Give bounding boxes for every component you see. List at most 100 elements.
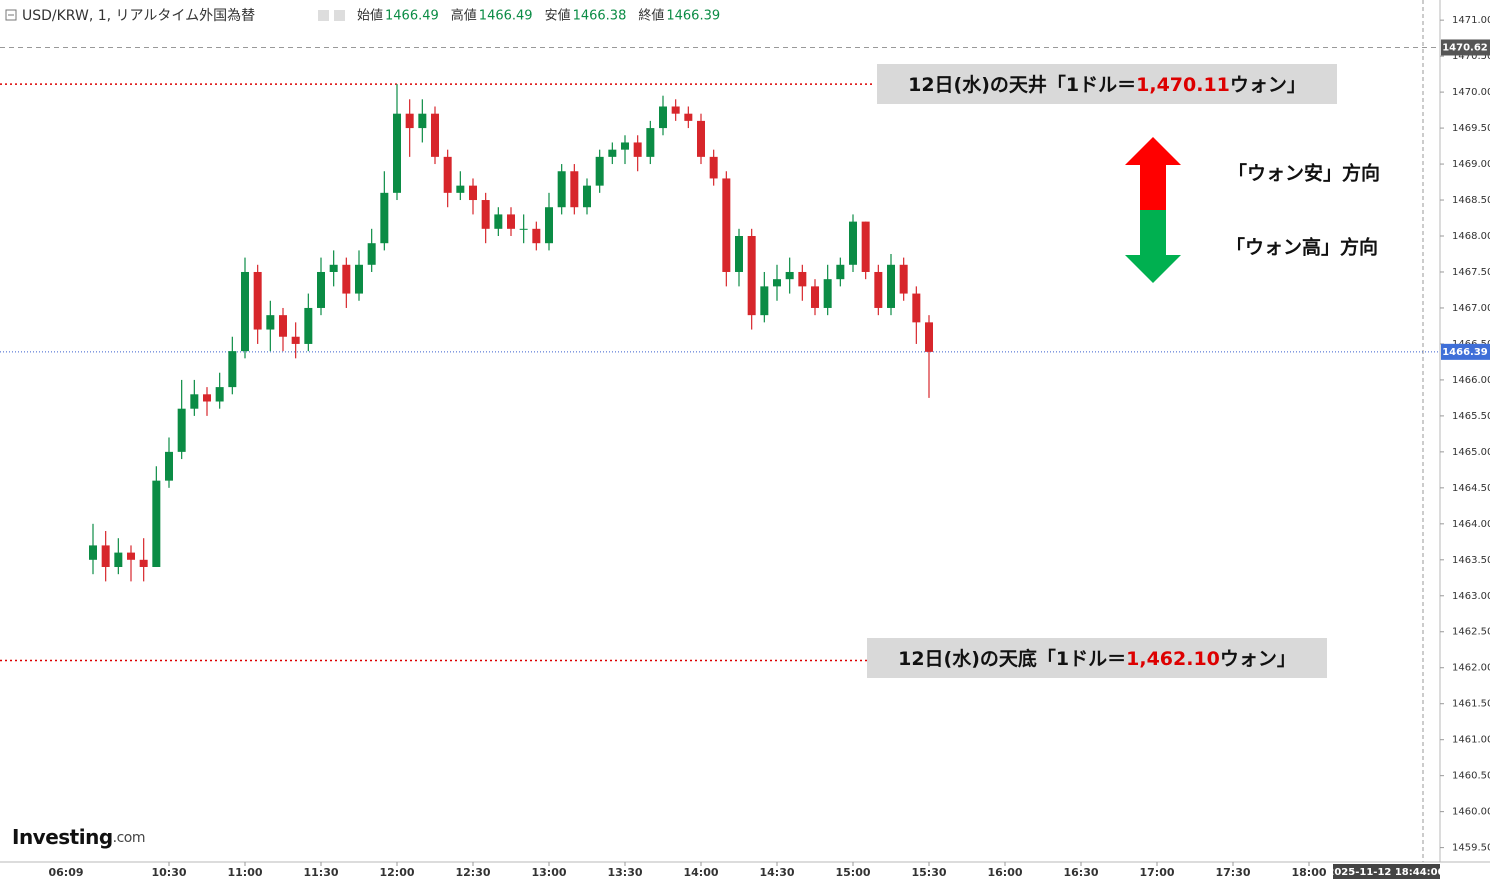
candle-body bbox=[418, 113, 427, 129]
candle-body bbox=[823, 279, 832, 308]
candle-body bbox=[89, 545, 97, 560]
candle-body bbox=[393, 113, 401, 193]
candle-body bbox=[545, 207, 553, 244]
y-tick-label: 1461.50 bbox=[1452, 699, 1490, 710]
annotation: 12日(水)の天底「1ドル＝1,462.10ウォン」 bbox=[898, 647, 1296, 670]
direction-label: 「ウォン安」方向 bbox=[1228, 162, 1380, 185]
y-tick-label: 1463.50 bbox=[1452, 555, 1490, 566]
direction-label: 「ウォン高」方向 bbox=[1226, 236, 1378, 259]
candle-body bbox=[785, 271, 794, 280]
annotation-prefix: 12日(水)の天井「1ドル＝ bbox=[908, 73, 1136, 96]
y-tick-label: 1460.00 bbox=[1452, 807, 1490, 818]
candle-body bbox=[405, 113, 414, 129]
annotation: 12日(水)の天井「1ドル＝1,470.11ウォン」 bbox=[908, 73, 1306, 96]
annotation-suffix: ウォン」 bbox=[1220, 648, 1296, 670]
logo: Investing.com bbox=[12, 825, 145, 849]
candle-body bbox=[177, 408, 186, 452]
candle-body bbox=[127, 552, 135, 560]
y-tick-label: 1470.50 bbox=[1452, 51, 1490, 62]
y-tick-label: 1461.00 bbox=[1452, 735, 1490, 746]
annotation-value: 1,470.11 bbox=[1136, 74, 1230, 96]
candle-body bbox=[684, 113, 693, 121]
annotation-suffix: ウォン」 bbox=[1230, 74, 1306, 96]
y-tick-label: 1465.00 bbox=[1452, 447, 1490, 458]
candle-body bbox=[735, 236, 743, 272]
logo-main: Investing bbox=[12, 825, 113, 849]
collapse-icon[interactable] bbox=[5, 9, 17, 21]
x-tick-label: 12:30 bbox=[455, 866, 490, 879]
ohlc-value: 1466.38 bbox=[573, 9, 627, 24]
candle-body bbox=[709, 156, 718, 179]
candle-body bbox=[811, 286, 819, 308]
timestamp: 2025-11-12 18:44:00 bbox=[1327, 867, 1444, 878]
candle-body bbox=[773, 279, 781, 287]
candle-body bbox=[380, 192, 389, 244]
x-tick-label: 14:00 bbox=[683, 866, 718, 879]
candle-body bbox=[697, 120, 705, 157]
candle-body bbox=[101, 545, 110, 567]
candle-body bbox=[861, 221, 870, 272]
candle-body bbox=[583, 185, 591, 208]
candle-body bbox=[798, 271, 807, 287]
candle-body bbox=[507, 214, 515, 229]
annotation-box bbox=[877, 64, 1337, 104]
candle-body bbox=[925, 322, 933, 352]
ohlc-value: 1466.39 bbox=[666, 9, 720, 24]
ohlc-label: 高値 bbox=[451, 8, 477, 24]
x-tick-label: 15:00 bbox=[835, 866, 870, 879]
candle-body bbox=[279, 315, 287, 337]
candle-body bbox=[253, 271, 262, 330]
annotation-value: 1,462.10 bbox=[1126, 648, 1220, 670]
y-tick-label: 1465.50 bbox=[1452, 411, 1490, 422]
annotation-box bbox=[867, 638, 1327, 678]
candle-body bbox=[241, 271, 249, 352]
candle-body bbox=[747, 236, 756, 316]
candle-body bbox=[874, 271, 883, 308]
candle-body bbox=[899, 264, 908, 294]
down-arrow bbox=[1125, 210, 1181, 283]
candle-body bbox=[481, 200, 490, 229]
y-tick-label: 1466.00 bbox=[1452, 375, 1490, 386]
y-tick-label: 1469.50 bbox=[1452, 123, 1490, 134]
candle-body bbox=[557, 171, 566, 208]
x-tick-label: 13:00 bbox=[531, 866, 566, 879]
candle-body bbox=[215, 387, 224, 402]
x-tick-label: 15:30 bbox=[911, 866, 946, 879]
y-tick-label: 1468.00 bbox=[1452, 231, 1490, 242]
candle-body bbox=[165, 451, 173, 481]
y-tick-label: 1471.00 bbox=[1452, 15, 1490, 26]
x-tick-label: 17:30 bbox=[1215, 866, 1250, 879]
candle-body bbox=[266, 315, 275, 330]
x-tick-label: 17:00 bbox=[1139, 866, 1174, 879]
ohlc-header: 始値 1466.49 高値 1466.49 安値 1466.38 終値 1466.39 bbox=[357, 8, 720, 24]
y-tick-label: 1469.00 bbox=[1452, 159, 1490, 170]
y-tick-label: 1459.50 bbox=[1452, 843, 1490, 854]
candle-body bbox=[722, 178, 731, 272]
y-tick-label: 1467.50 bbox=[1452, 267, 1490, 278]
ohlc-value: 1466.49 bbox=[385, 9, 439, 24]
candle-body bbox=[494, 214, 503, 229]
up-arrow bbox=[1125, 137, 1181, 210]
settings-icon[interactable] bbox=[334, 10, 345, 21]
eye-icon[interactable] bbox=[318, 10, 329, 21]
y-tick-label: 1468.50 bbox=[1452, 195, 1490, 206]
candle-body bbox=[431, 113, 439, 157]
candle-body bbox=[836, 264, 845, 280]
candle-body bbox=[633, 142, 642, 157]
candle-body bbox=[342, 264, 351, 294]
y-tick-label: 1464.00 bbox=[1452, 519, 1490, 530]
x-tick-label: 11:00 bbox=[227, 866, 262, 879]
y-tick-label: 1460.50 bbox=[1452, 771, 1490, 782]
x-tick-label: 13:30 bbox=[607, 866, 642, 879]
candle-body bbox=[595, 156, 604, 186]
ohlc-label: 安値 bbox=[545, 8, 571, 24]
x-tick-label: 18:00 bbox=[1291, 866, 1326, 879]
logo-suffix: .com bbox=[113, 830, 145, 846]
x-tick-label: 16:30 bbox=[1063, 866, 1098, 879]
candle-body bbox=[887, 264, 895, 308]
timestamp-box bbox=[1333, 864, 1440, 879]
candle-body bbox=[190, 394, 199, 409]
candle-body bbox=[671, 106, 680, 114]
